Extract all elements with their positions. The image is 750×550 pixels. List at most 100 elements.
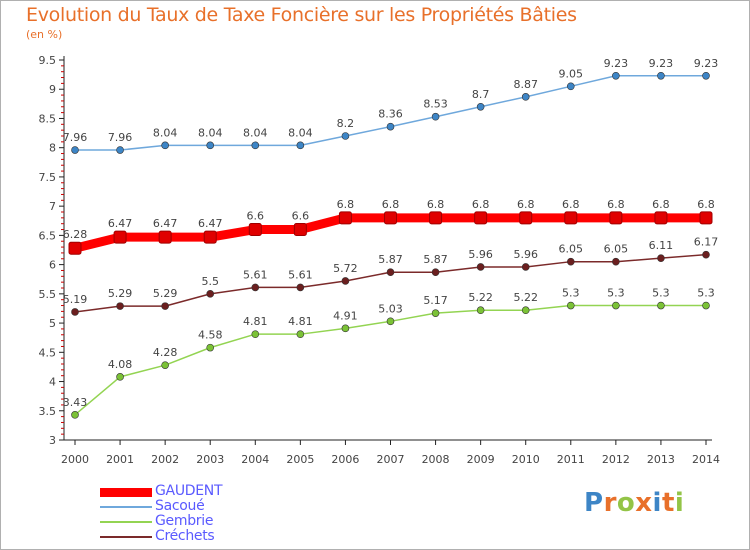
data-label-gaudent: 6.8 [427,198,445,211]
data-point-sacoue [657,71,665,80]
data-label-gembrie: 5.3 [607,287,625,300]
legend-label-sacoue: Sacoué [155,498,205,514]
data-label-crechets: 6.17 [694,236,719,249]
x-tick-label: 2003 [196,453,224,466]
x-tick-label: 2013 [647,453,675,466]
logo-letter: P [584,488,604,518]
data-point-sacoue [71,146,79,154]
legend-swatch-gembrie [100,521,152,523]
data-point-gembrie [476,306,485,315]
data-point-crechets [71,308,79,316]
data-label-crechets: 5.29 [153,287,178,300]
x-tick-label: 2014 [692,453,720,466]
legend-swatch-sacoue [100,506,152,508]
data-label-crechets: 5.96 [468,248,493,261]
data-point-crechets [251,283,260,292]
logo-letter: i [652,488,662,518]
y-tick-label: 9.5 [39,54,57,67]
data-label-sacoue: 7.96 [108,131,133,144]
data-label-crechets: 6.11 [649,239,674,252]
data-label-gembrie: 4.58 [198,329,223,342]
data-point-sacoue [206,141,215,150]
data-point-crechets [521,263,530,271]
data-label-crechets: 5.96 [513,248,538,261]
data-point-sacoue [341,132,350,140]
data-label-gembrie: 5.3 [562,287,580,300]
y-tick-label: 9 [49,83,56,96]
x-tick-label: 2011 [557,453,585,466]
x-tick-label: 2001 [106,453,134,466]
data-point-sacoue [612,71,620,80]
data-point-crechets [341,277,350,285]
data-label-sacoue: 8.36 [378,108,403,121]
logo-letter: i [674,488,685,518]
data-point-gaudent [203,230,217,244]
data-point-crechets [206,290,215,298]
data-label-gembrie: 5.3 [652,287,670,300]
logo-letter: x [635,488,653,518]
data-point-sacoue [386,122,395,131]
data-label-sacoue: 8.2 [337,117,355,130]
data-label-sacoue: 8.7 [472,88,490,101]
x-tick-label: 2009 [467,453,495,466]
legend-swatch-crechets [100,536,152,538]
data-label-sacoue: 9.23 [694,57,719,70]
data-label-gembrie: 5.03 [378,302,403,315]
data-label-sacoue: 8.04 [153,126,178,139]
data-point-crechets [161,302,169,310]
legend-label-crechets: Créchets [155,528,215,544]
legend-swatch-gaudent [100,487,152,497]
data-point-crechets [296,283,305,292]
x-tick-label: 2007 [377,453,405,466]
data-label-sacoue: 8.04 [288,126,313,139]
data-point-crechets [116,302,124,310]
y-tick-label: 8.5 [39,112,57,125]
data-point-gembrie [657,301,665,310]
data-point-crechets [386,268,395,277]
data-label-gembrie: 4.81 [243,315,268,328]
data-point-gaudent [474,211,488,225]
data-point-gaudent [158,230,172,244]
data-point-gembrie [521,306,530,315]
data-point-gembrie [566,301,575,310]
data-point-gaudent [384,211,397,225]
data-point-gaudent [429,211,443,225]
data-label-crechets: 5.5 [201,275,219,288]
data-label-crechets: 6.05 [604,243,629,256]
data-point-gembrie [71,411,79,419]
data-label-gembrie: 5.17 [423,294,448,307]
data-label-crechets: 5.61 [243,268,268,281]
data-label-crechets: 5.72 [333,262,358,275]
data-label-gaudent: 6.8 [517,198,535,211]
data-label-gaudent: 6.47 [198,217,223,230]
data-point-gaudent [564,211,578,225]
data-point-gaudent [68,241,82,255]
x-tick-label: 2010 [512,453,540,466]
data-label-gaudent: 6.8 [562,198,580,211]
data-point-sacoue [431,112,440,121]
x-tick-label: 2002 [151,453,179,466]
data-point-crechets [431,268,440,277]
data-label-sacoue: 8.53 [423,98,448,111]
data-label-crechets: 5.29 [108,287,133,300]
data-point-gaudent [293,223,307,237]
data-point-sacoue [702,71,710,80]
data-point-gaudent [113,230,127,244]
data-point-gembrie [702,301,710,310]
data-label-gaudent: 6.8 [652,198,670,211]
data-point-sacoue [566,82,575,91]
data-point-gembrie [612,301,620,310]
data-label-gaudent: 6.47 [153,217,178,230]
data-label-gaudent: 6.8 [337,198,355,211]
data-point-sacoue [116,146,124,154]
chart-subtitle: (en %) [26,28,63,41]
proxiti-logo: Proxiti [584,488,684,518]
data-point-crechets [702,250,710,259]
data-label-gembrie: 3.43 [63,396,88,409]
data-point-gembrie [161,361,169,369]
data-point-sacoue [476,102,485,111]
y-tick-label: 7 [49,200,56,213]
x-tick-label: 2000 [61,453,89,466]
data-point-gaudent [654,211,668,225]
